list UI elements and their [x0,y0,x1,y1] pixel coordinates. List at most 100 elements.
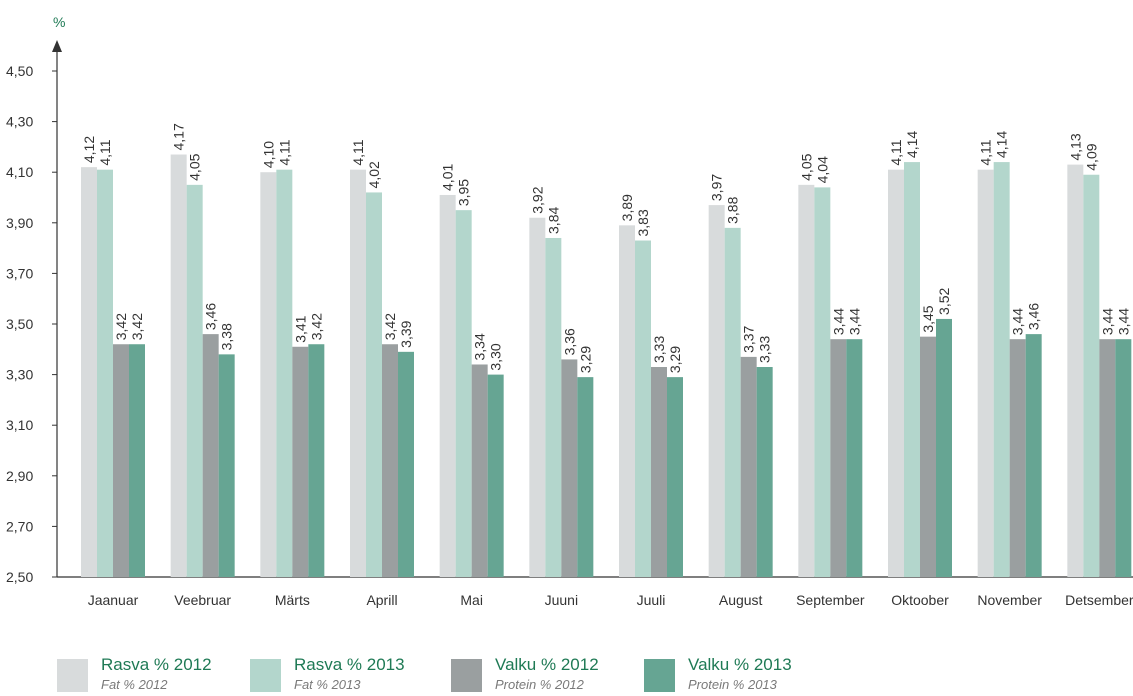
bar-value-label: 3,83 [635,209,651,236]
x-category-label: Jaanuar [88,592,139,608]
legend-swatch [644,659,675,692]
bar-value-label: 3,92 [529,186,545,213]
bar [993,162,1010,577]
bar-value-label: 3,29 [577,346,593,373]
bar [186,184,203,577]
bar-value-label: 3,39 [398,320,414,347]
bar-value-label: 4,05 [187,153,203,180]
bar [1009,339,1026,577]
bar-value-label: 3,37 [741,325,757,352]
bar [1083,174,1100,578]
bar-value-label: 4,10 [260,141,276,168]
x-category-label: Mai [460,592,483,608]
bar [202,334,219,577]
x-category-label: Juuni [545,592,578,608]
legend-subtitle: Protein % 2012 [495,677,584,692]
bar [830,339,847,577]
bar [651,367,667,577]
y-tick-label: 2,50 [6,569,33,585]
bar [846,339,863,577]
y-tick-label: 3,70 [6,265,33,281]
y-tick-label: 4,50 [6,63,33,79]
y-tick-label: 2,90 [6,468,33,484]
x-category-label: August [719,592,763,608]
bar [635,240,651,577]
bar [740,356,757,577]
bar-value-label: 3,38 [219,323,235,350]
bar-value-label: 4,12 [81,136,97,163]
bar-value-label: 3,84 [545,207,561,234]
bar-value-label: 4,04 [814,156,830,183]
bar [455,210,472,577]
bar-value-label: 3,42 [308,313,324,340]
bar [798,184,815,577]
bar [977,169,994,578]
bar-value-label: 3,29 [667,346,683,373]
bar-chart: % 2,502,702,903,103,303,503,703,904,104,… [6,14,1133,608]
bar-value-label: 3,44 [846,308,862,335]
bar-value-label: 4,14 [904,131,920,158]
bar [439,194,456,577]
y-tick-label: 4,30 [6,114,33,130]
bar [724,227,741,578]
bar [308,344,325,577]
bar-value-label: 4,05 [798,153,814,180]
bar-value-label: 3,46 [203,303,219,330]
bar-value-label: 3,45 [920,305,936,332]
x-category-label: Aprill [366,592,397,608]
legend-swatch [250,659,281,692]
bar [218,354,235,577]
bar [398,351,414,577]
bar [276,169,293,578]
bar [113,344,129,577]
bar [888,169,904,578]
bar-value-label: 4,11 [276,139,292,165]
legend-swatch [57,659,88,692]
bar-value-label: 3,44 [1115,308,1131,335]
bar-value-label: 4,13 [1067,133,1083,160]
y-tick-label: 3,30 [6,367,33,383]
bar [382,344,398,577]
bar [1099,339,1116,577]
bar [366,192,382,577]
bar [81,167,97,577]
bar-value-label: 3,41 [292,315,308,342]
bar-value-label: 3,33 [651,336,667,363]
bar [1025,334,1042,577]
bar-value-label: 3,89 [619,194,635,221]
bar-value-label: 4,11 [888,139,904,165]
legend-swatch [451,659,482,692]
bar-value-label: 4,17 [171,123,187,150]
bar-value-label: 3,46 [1026,303,1042,330]
bar-value-label: 3,88 [725,196,741,223]
bar-value-label: 3,44 [830,308,846,335]
bar-value-label: 4,09 [1083,143,1099,170]
bar [756,367,773,577]
bar [471,364,488,577]
bar [129,344,145,577]
bar [97,169,113,578]
legend-subtitle: Fat % 2013 [294,677,361,692]
bar [292,346,309,577]
bar [619,225,635,577]
bar [529,217,546,578]
x-category-label: Oktoober [891,592,949,608]
bar-value-label: 3,42 [113,313,129,340]
bar-value-label: 3,44 [1099,308,1115,335]
x-category-label: Juuli [637,592,666,608]
bar-value-label: 4,11 [978,139,994,165]
bar [170,154,187,578]
y-tick-label: 3,90 [6,215,33,231]
y-tick-label: 3,10 [6,417,33,433]
bar-value-label: 4,11 [97,139,113,165]
legend-name: Rasva % 2013 [294,655,405,674]
legend-name: Valku % 2012 [495,655,599,674]
legend: Rasva % 2012 Fat % 2012 Rasva % 2013 Fat… [0,655,1133,696]
bar-value-label: 4,01 [440,164,456,191]
x-category-label: Veebruar [174,592,231,608]
bar-value-label: 3,36 [561,328,577,355]
legend-name: Rasva % 2012 [101,655,212,674]
bar-value-label: 3,34 [472,333,488,360]
bar [814,187,831,577]
bar [1115,339,1132,577]
